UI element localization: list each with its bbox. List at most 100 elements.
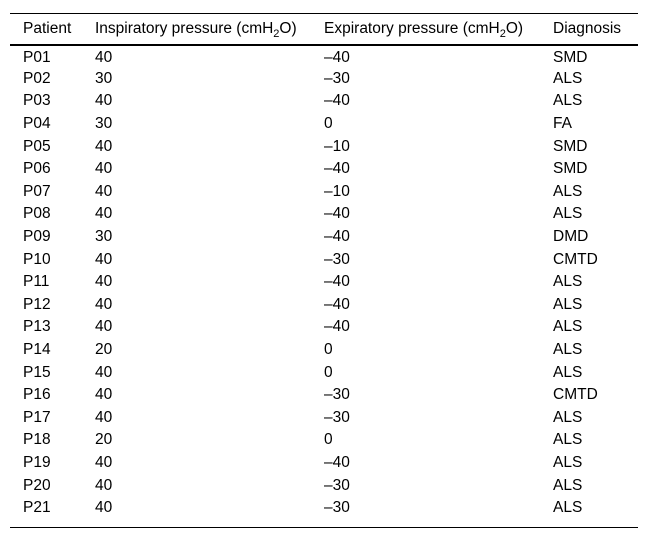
cell-patient: P16	[23, 386, 51, 404]
table-row: P03 40 –40 ALS	[10, 90, 638, 113]
subscript-2: 2	[499, 28, 506, 40]
column-header-inspiratory-pressure: Inspiratory pressure (cmH2O)	[95, 14, 324, 45]
table-row: P07 40 –10 ALS	[10, 181, 638, 204]
column-header-expiratory-pressure: Expiratory pressure (cmH2O)	[324, 14, 553, 45]
cell-patient: P12	[23, 295, 51, 313]
cell-patient: P07	[23, 182, 51, 200]
cell-patient: P03	[23, 92, 51, 110]
column-header-patient: Patient	[10, 14, 95, 45]
cell-diagnosis: ALS	[553, 92, 583, 110]
cell-expiratory-pressure: –40	[324, 228, 350, 246]
table-row: P10 40 –30 CMTD	[10, 248, 638, 271]
cell-expiratory-pressure: –30	[324, 386, 350, 404]
cell-patient: P04	[23, 115, 51, 133]
cell-expiratory-pressure: –40	[324, 160, 350, 178]
cell-expiratory-pressure: –40	[324, 318, 350, 336]
cell-diagnosis: CMTD	[553, 250, 598, 268]
cell-diagnosis: ALS	[553, 408, 583, 426]
cell-inspiratory-pressure: 40	[95, 295, 113, 313]
cell-expiratory-pressure: –40	[324, 92, 350, 110]
cell-expiratory-pressure: –10	[324, 137, 350, 155]
column-header-label: Inspiratory pressure (cmH	[95, 20, 274, 37]
cell-diagnosis: ALS	[553, 453, 583, 471]
cell-diagnosis: ALS	[553, 295, 583, 313]
cell-expiratory-pressure: –40	[324, 49, 350, 67]
header-row: Patient Inspiratory pressure (cmH2O) Exp…	[10, 14, 638, 45]
cell-diagnosis: ALS	[553, 431, 583, 449]
table-header: Patient Inspiratory pressure (cmH2O) Exp…	[10, 14, 638, 45]
cell-diagnosis: ALS	[553, 341, 583, 359]
cell-patient: P19	[23, 453, 51, 471]
cell-inspiratory-pressure: 40	[95, 318, 113, 336]
cell-expiratory-pressure: 0	[324, 115, 333, 133]
cell-expiratory-pressure: –30	[324, 69, 350, 87]
table-row: P16 40 –30 CMTD	[10, 384, 638, 407]
cell-patient: P05	[23, 137, 51, 155]
column-header-label: Diagnosis	[553, 20, 622, 37]
cell-patient: P08	[23, 205, 51, 223]
cell-inspiratory-pressure: 40	[95, 92, 113, 110]
cell-patient: P21	[23, 499, 51, 517]
column-header-label: O)	[505, 20, 524, 37]
cell-inspiratory-pressure: 30	[95, 228, 113, 246]
table-row: P08 40 –40 ALS	[10, 203, 638, 226]
cell-expiratory-pressure: 0	[324, 341, 333, 359]
cell-patient: P11	[23, 273, 50, 291]
cell-diagnosis: ALS	[553, 182, 583, 200]
table-row: P20 40 –30 ALS	[10, 474, 638, 497]
cell-expiratory-pressure: –40	[324, 273, 350, 291]
cell-inspiratory-pressure: 40	[95, 205, 113, 223]
cell-patient: P20	[23, 476, 51, 494]
cell-expiratory-pressure: –30	[324, 250, 350, 268]
cell-patient: P18	[23, 431, 51, 449]
cell-inspiratory-pressure: 30	[95, 115, 113, 133]
cell-diagnosis: ALS	[553, 363, 583, 381]
cell-expiratory-pressure: –40	[324, 295, 350, 313]
table-row: P06 40 –40 SMD	[10, 158, 638, 181]
cell-inspiratory-pressure: 20	[95, 431, 113, 449]
cell-expiratory-pressure: –30	[324, 408, 350, 426]
cell-inspiratory-pressure: 40	[95, 273, 113, 291]
table-row: P15 40 0 ALS	[10, 361, 638, 384]
subscript-2: 2	[273, 28, 280, 40]
cell-patient: P06	[23, 160, 51, 178]
table-row: P09 30 –40 DMD	[10, 226, 638, 249]
cell-diagnosis: ALS	[553, 69, 583, 87]
table-row: P18 20 0 ALS	[10, 429, 638, 452]
cell-patient: P01	[23, 49, 51, 67]
cell-inspiratory-pressure: 40	[95, 453, 113, 471]
cell-expiratory-pressure: –30	[324, 499, 350, 517]
cell-patient: P02	[23, 69, 51, 87]
table-row: P05 40 –10 SMD	[10, 135, 638, 158]
cell-diagnosis: SMD	[553, 49, 588, 67]
table-body: P01 40 –40 SMD P02 30 –30 ALS P03 40 –40…	[10, 45, 638, 519]
cell-inspiratory-pressure: 40	[95, 137, 113, 155]
cell-inspiratory-pressure: 20	[95, 341, 113, 359]
cell-inspiratory-pressure: 40	[95, 408, 113, 426]
cell-diagnosis: CMTD	[553, 386, 598, 404]
cell-patient: P09	[23, 228, 51, 246]
cell-inspiratory-pressure: 40	[95, 49, 113, 67]
cell-expiratory-pressure: –40	[324, 453, 350, 471]
cell-patient: P15	[23, 363, 51, 381]
cell-diagnosis: SMD	[553, 160, 588, 178]
table-row: P01 40 –40 SMD	[10, 45, 638, 68]
table-row: P19 40 –40 ALS	[10, 452, 638, 475]
cell-inspiratory-pressure: 40	[95, 160, 113, 178]
cell-inspiratory-pressure: 40	[95, 250, 113, 268]
cell-diagnosis: ALS	[553, 499, 583, 517]
cell-inspiratory-pressure: 40	[95, 476, 113, 494]
cell-diagnosis: SMD	[553, 137, 588, 155]
table-row: P14 20 0 ALS	[10, 339, 638, 362]
cell-inspiratory-pressure: 30	[95, 69, 113, 87]
table-row: P11 40 –40 ALS	[10, 271, 638, 294]
table-row: P13 40 –40 ALS	[10, 316, 638, 339]
cell-diagnosis: DMD	[553, 228, 589, 246]
patient-pressure-table-container: Patient Inspiratory pressure (cmH2O) Exp…	[10, 13, 638, 529]
table-row: P12 40 –40 ALS	[10, 294, 638, 317]
cell-inspiratory-pressure: 40	[95, 499, 113, 517]
table-row: P17 40 –30 ALS	[10, 407, 638, 430]
cell-diagnosis: FA	[553, 115, 572, 133]
column-header-label: Expiratory pressure (cmH	[324, 20, 500, 37]
cell-inspiratory-pressure: 40	[95, 386, 113, 404]
